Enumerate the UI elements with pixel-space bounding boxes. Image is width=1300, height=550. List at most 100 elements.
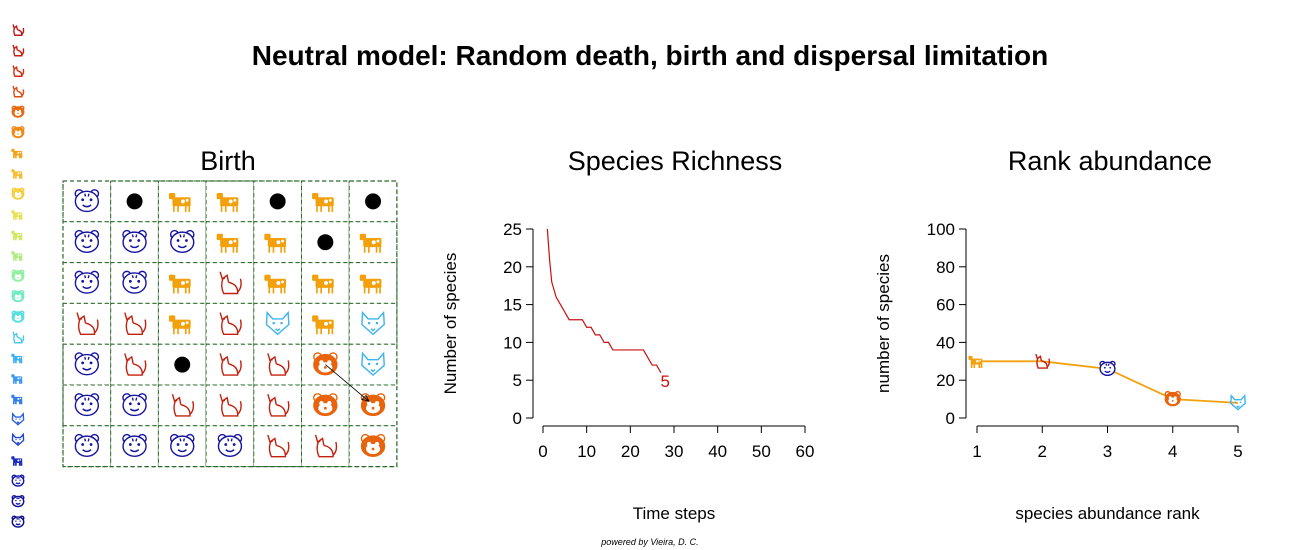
- y-tick-label: 5: [513, 371, 522, 390]
- tiger-icon: [74, 270, 100, 294]
- cow-icon: [264, 274, 287, 294]
- legend-species-icon: [11, 148, 23, 159]
- x-tick-label: 0: [538, 442, 547, 461]
- y-axis-label: number of species: [874, 254, 893, 393]
- tiger-icon: [74, 393, 100, 417]
- x-tick-label: 4: [1168, 442, 1177, 461]
- y-tick-label: 25: [503, 220, 522, 239]
- cow-icon: [359, 233, 382, 253]
- grid-cell: [348, 425, 398, 468]
- empty-site-dot: [365, 193, 382, 210]
- cat-icon: [171, 393, 195, 417]
- legend-species-icon: [11, 374, 23, 384]
- x-tick-label: 3: [1103, 442, 1112, 461]
- species-richness-title: Species Richness: [567, 146, 783, 176]
- y-tick-label: 60: [936, 296, 955, 315]
- y-axis-label: Number of species: [441, 253, 460, 395]
- legend-species-icon: [11, 310, 25, 323]
- cow-icon: [168, 274, 191, 294]
- cat-icon: [314, 434, 338, 458]
- x-tick-label: 20: [621, 442, 640, 461]
- main-title: Neutral model: Random death, birth and d…: [251, 40, 1049, 71]
- x-tick-label: 1: [972, 442, 981, 461]
- y-tick-label: 80: [936, 258, 955, 277]
- grid-cell: [348, 302, 398, 345]
- x-tick-label: 30: [665, 442, 684, 461]
- cow-icon: [216, 233, 239, 253]
- y-tick-label: 0: [513, 409, 522, 428]
- tiger-icon: [122, 229, 147, 253]
- tiger-icon: [74, 229, 100, 253]
- tiger-icon: [169, 433, 195, 457]
- rank-point-cat-icon: [1035, 353, 1051, 369]
- cow-icon: [312, 193, 334, 212]
- x-tick-label: 40: [708, 442, 727, 461]
- tiger-icon: [217, 433, 243, 457]
- cat-icon: [219, 312, 242, 335]
- legend-species-icon: [11, 251, 23, 261]
- cat-icon: [219, 393, 242, 417]
- tiger-icon: [74, 433, 100, 457]
- empty-site-dot: [269, 193, 286, 210]
- legend-species-icon: [11, 456, 23, 466]
- wolf-icon: [361, 351, 385, 377]
- legend-species-icon: [11, 210, 23, 220]
- cow-icon: [312, 274, 334, 294]
- x-axis-label: species abundance rank: [1015, 504, 1200, 523]
- grid-border: [62, 180, 398, 468]
- legend-species-icon: [11, 515, 25, 528]
- legend-species-icon: [12, 44, 25, 57]
- legend-species-icon: [12, 24, 25, 36]
- panda-icon: [313, 393, 338, 417]
- x-tick-label: 50: [752, 442, 771, 461]
- tiger-icon: [122, 270, 147, 294]
- legend-species-icon: [11, 269, 25, 282]
- cow-icon: [359, 274, 382, 294]
- rank-point-tiger-icon: [1099, 360, 1116, 377]
- panda-icon: [360, 433, 386, 457]
- y-tick-label: 0: [946, 409, 955, 428]
- rank-abundance-title: Rank abundance: [1007, 146, 1213, 176]
- empty-site-dot: [126, 193, 143, 210]
- legend-species-icon: [11, 412, 25, 426]
- legend-species-icon: [11, 394, 23, 405]
- grid-panel-title: Birth: [200, 146, 256, 176]
- legend-species-icon: [11, 432, 25, 447]
- legend-species-icon: [11, 230, 23, 241]
- current-richness-label: 5: [661, 372, 670, 391]
- species-richness-chart: 0 5 10 15 20 25 0 10 20 30 40 50 60 Time steps Number …: [441, 220, 814, 523]
- species-richness-line: [546, 228, 662, 373]
- y-tick-label: 15: [503, 296, 522, 315]
- legend-species-icon: [11, 169, 23, 179]
- legend-species-icon: [11, 187, 25, 200]
- legend-species-icon: [11, 353, 23, 364]
- empty-site-dot: [174, 356, 191, 373]
- y-tick-label: 20: [936, 371, 955, 390]
- rank-point-wolf-icon: [1230, 393, 1246, 411]
- rank-point-panda-icon: [1164, 390, 1181, 407]
- cow-icon: [168, 315, 191, 335]
- x-tick-label: 5: [1233, 442, 1242, 461]
- dispersal-arrow-head: [361, 394, 370, 403]
- y-tick-label: 100: [927, 220, 955, 239]
- cat-icon: [219, 353, 242, 376]
- cat-icon: [124, 312, 147, 335]
- tiger-icon: [169, 229, 195, 253]
- community-grid: [62, 180, 398, 468]
- wolf-icon: [361, 310, 385, 336]
- tiger-icon: [122, 393, 147, 417]
- wolf-icon: [265, 310, 290, 336]
- legend-species-icon: [11, 105, 25, 118]
- cat-icon: [124, 353, 147, 376]
- legend-species-icon: [12, 331, 25, 344]
- x-tick-label: 2: [1038, 442, 1047, 461]
- cow-icon: [216, 193, 239, 212]
- cow-icon: [312, 315, 334, 335]
- tiger-icon: [122, 433, 147, 457]
- cat-icon: [267, 393, 290, 417]
- cat-icon: [267, 434, 290, 458]
- species-legend-strip: [11, 24, 25, 528]
- legend-species-icon: [12, 85, 25, 98]
- legend-species-icon: [11, 474, 25, 487]
